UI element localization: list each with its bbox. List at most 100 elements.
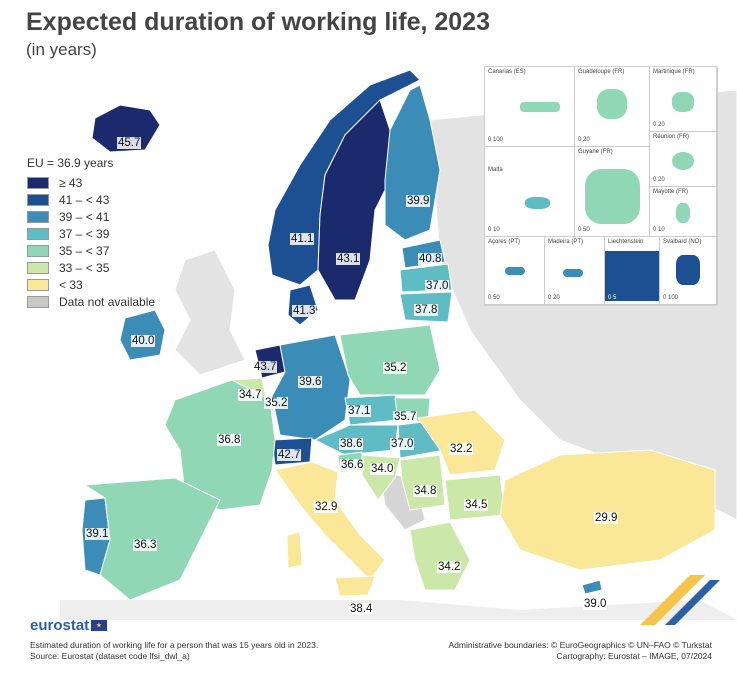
inset-label: Açores (PT): [488, 239, 521, 245]
scale-bar: 0 10: [488, 227, 500, 233]
scale-bar: 0 10: [653, 227, 665, 233]
region-italy: [274, 461, 386, 581]
footnote: Estimated duration of working life for a…: [30, 640, 318, 662]
inset-label: Guadeloupe (FR): [578, 69, 625, 75]
value-label-germany: 39.6: [298, 376, 323, 388]
region-sardinia: [286, 531, 303, 569]
value-label-belgium: 34.7: [238, 389, 263, 401]
inset-label: Guyane (FR): [578, 149, 613, 155]
inset-reunion: Réunion (FR) 0 20: [650, 132, 718, 187]
legend-swatch: [27, 244, 49, 257]
value-label-lithuania: 37.8: [414, 304, 439, 316]
legend-label: ≥ 43: [59, 175, 83, 190]
value-label-greece: 34.2: [437, 561, 462, 573]
value-label-norway: 41.1: [290, 233, 315, 245]
inset-label: Malta: [488, 167, 503, 173]
island-shape: [505, 267, 525, 275]
region-poland: [339, 324, 441, 396]
region-bulgaria: [444, 474, 506, 521]
scale-bar: 0 100: [663, 295, 679, 301]
scale-bar: 0 100: [488, 137, 504, 143]
eu-flag-icon: ★: [91, 620, 108, 631]
credits-boundaries: Administrative boundaries: © EuroGeograp…: [448, 640, 712, 650]
legend-item: < 33: [27, 276, 155, 293]
map-subtitle: (in years): [26, 40, 97, 59]
region-sicily: [334, 575, 376, 597]
island-shape: [676, 255, 700, 285]
inset-madeira: Madeira (PT) 0 20: [545, 237, 605, 305]
legend-label: 37 – < 39: [59, 226, 110, 241]
legend-item: 35 – < 37: [27, 242, 155, 259]
inset-mayotte: Mayotte (FR) 0 10: [650, 187, 718, 237]
eurostat-logo-mark: [640, 575, 705, 625]
inset-svalbard: Svalbard (NO) 0 100: [660, 237, 718, 305]
scale-bar: 0 50: [488, 295, 500, 301]
inset-panel: Canarias (ES) 0 100 Guadeloupe (FR) 0 20…: [484, 66, 718, 306]
legend-label: 41 – < 43: [59, 192, 110, 207]
island-shape: [563, 269, 583, 277]
island-shape: [520, 102, 560, 112]
legend-swatch: [27, 193, 49, 206]
value-label-italy: 32.9: [314, 501, 339, 513]
map-title: Expected duration of working life, 2023: [26, 8, 490, 36]
value-label-slovenia: 36.6: [340, 459, 365, 471]
footnote-source: Source: Eurostat (dataset code lfsi_dwl_…: [30, 651, 190, 661]
value-label-turkiye: 29.9: [594, 512, 619, 524]
legend-item: Data not available: [27, 293, 155, 310]
legend-eu-average: EU = 36.9 years: [27, 156, 114, 170]
value-label-slovakia: 35.7: [393, 411, 418, 423]
scale-bar: 0 20: [653, 177, 665, 183]
inset-label: Canarias (ES): [488, 69, 526, 75]
value-label-malta: 38.4: [349, 603, 374, 615]
inset-label: Madeira (PT): [548, 239, 584, 245]
legend-item: 33 – < 35: [27, 259, 155, 276]
legend-item: 39 – < 41: [27, 208, 155, 225]
inset-label: Martinique (FR): [653, 69, 695, 75]
island-shape: [676, 203, 690, 223]
region-shape: [585, 169, 640, 224]
legend-swatch: [27, 261, 49, 274]
credits-cartography: Cartography: Eurostat – IMAGE, 07/2024: [556, 651, 712, 661]
scale-bar: 0 20: [548, 295, 560, 301]
inset-malta: Malta 0 10: [485, 147, 575, 237]
value-label-croatia: 34.0: [370, 463, 395, 475]
value-label-luxembourg: 35.2: [264, 397, 289, 409]
legend-item: 41 – < 43: [27, 191, 155, 208]
footnote-definition: Estimated duration of working life for a…: [30, 640, 319, 650]
value-label-portugal: 39.1: [85, 528, 110, 540]
value-label-netherlands: 43.7: [253, 361, 278, 373]
value-label-sweden: 43.1: [336, 253, 361, 265]
value-label-switzerland: 42.7: [277, 449, 302, 461]
legend-swatch: [27, 278, 49, 291]
value-label-cyprus: 39.0: [583, 598, 608, 610]
legend-swatch: [27, 176, 49, 189]
value-label-estonia: 40.8: [418, 253, 443, 265]
brand-name: eurostat: [30, 617, 90, 634]
scale-bar: 0 20: [578, 137, 590, 143]
value-label-latvia: 37.0: [425, 280, 450, 292]
value-label-france: 36.8: [217, 434, 242, 446]
value-label-spain: 36.3: [133, 539, 158, 551]
region-turkiye: [499, 449, 716, 571]
eurostat-logo-mark-2: [665, 580, 720, 625]
island-shape: [672, 92, 694, 112]
inset-martinique: Martinique (FR) 0 20: [650, 67, 718, 132]
value-label-czechia: 37.1: [347, 405, 372, 417]
legend-item: 37 – < 39: [27, 225, 155, 242]
legend-label: 35 – < 37: [59, 243, 110, 258]
value-label-iceland: 45.7: [117, 137, 142, 149]
region-uk: [174, 249, 246, 376]
legend-label: < 33: [59, 277, 83, 292]
inset-liechtenstein: Liechtenstein 0 5: [605, 237, 660, 305]
value-label-bulgaria: 34.5: [464, 499, 489, 511]
legend-swatch: [27, 295, 49, 308]
scale-bar: 0 20: [653, 122, 665, 128]
value-label-romania: 32.2: [449, 443, 474, 455]
inset-guyane: Guyane (FR) 0 50: [575, 147, 650, 237]
region-cyprus: [581, 579, 603, 595]
region-greece: [409, 521, 471, 591]
scale-bar: 0 5: [608, 295, 617, 301]
region-romania: [417, 409, 506, 476]
inset-label: Svalbard (NO): [663, 239, 702, 245]
inset-label: Mayotte (FR): [653, 189, 689, 195]
